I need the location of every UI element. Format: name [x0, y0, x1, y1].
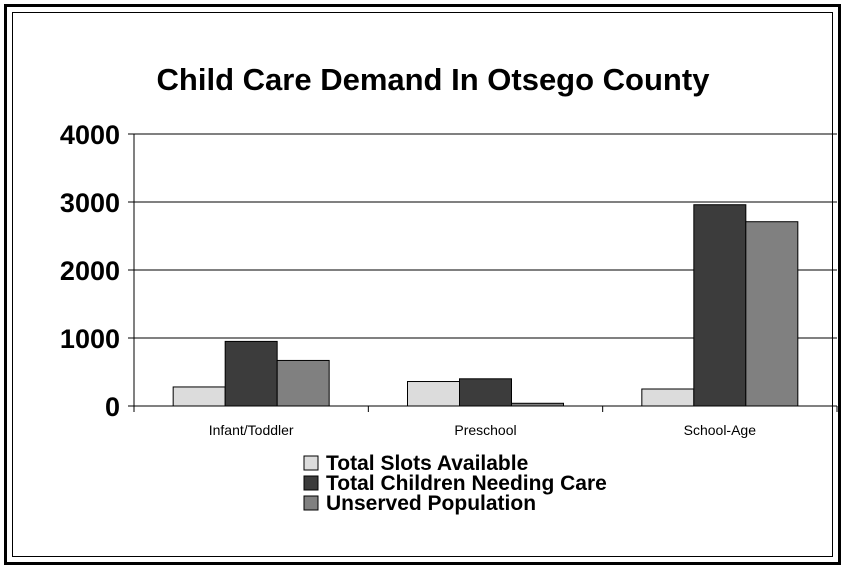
y-axis-tick-labels: 0 1000 2000 3000 4000 — [60, 120, 120, 422]
legend-label: Total Children Needing Care — [326, 472, 607, 495]
chart: Child Care Demand In Otsego County 0 1000… — [60, 62, 838, 515]
y-tick-label: 2000 — [60, 256, 120, 286]
x-tick-label: School-Age — [684, 422, 757, 438]
bar-total-children-needing-care-preschool — [459, 378, 512, 407]
y-tick-label: 4000 — [60, 120, 120, 150]
x-tick-label: Infant/Toddler — [209, 422, 294, 438]
legend-swatch — [303, 455, 319, 471]
bar-total-slots-available-preschool — [407, 381, 460, 407]
y-tick-label: 1000 — [60, 324, 120, 354]
x-tick-label: Preschool — [454, 422, 516, 438]
bar-total-slots-available-infant-toddler — [172, 386, 226, 407]
x-axis-tick-labels: Infant/Toddler Preschool School-Age — [209, 422, 756, 438]
bar-unserved-population-school-age — [745, 221, 799, 407]
bar-total-children-needing-care-infant-toddler — [224, 340, 278, 407]
chart-title: Child Care Demand In Otsego County — [157, 62, 711, 97]
bars — [172, 204, 799, 407]
legend-label: Unserved Population — [326, 492, 536, 515]
axes — [133, 134, 838, 412]
bar-unserved-population-infant-toddler — [276, 359, 330, 407]
chart-frame: Child Care Demand In Otsego County 0 1000… — [4, 4, 841, 565]
bar-total-children-needing-care-school-age — [693, 204, 747, 407]
legend-swatch — [303, 475, 319, 491]
y-tick-label: 0 — [105, 392, 120, 422]
legend-label: Total Slots Available — [326, 452, 528, 475]
bar-total-slots-available-school-age — [641, 388, 695, 407]
y-tick-label: 3000 — [60, 188, 120, 218]
legend-swatch — [303, 495, 319, 511]
